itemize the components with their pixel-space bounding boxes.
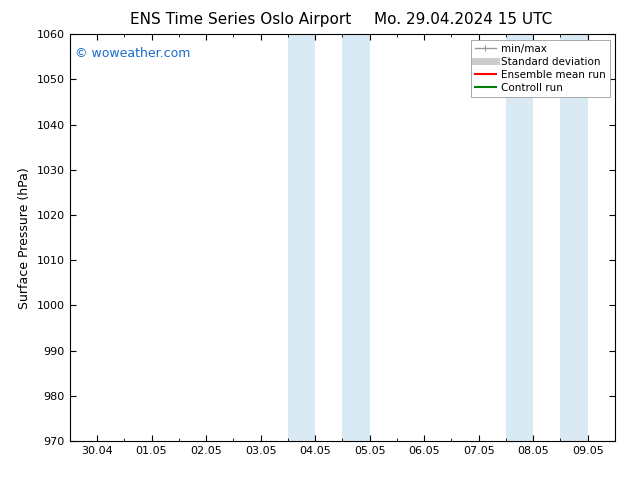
Bar bbox=[506, 34, 533, 441]
Bar bbox=[288, 34, 315, 441]
Y-axis label: Surface Pressure (hPa): Surface Pressure (hPa) bbox=[18, 167, 31, 309]
Text: Mo. 29.04.2024 15 UTC: Mo. 29.04.2024 15 UTC bbox=[373, 12, 552, 27]
Text: ENS Time Series Oslo Airport: ENS Time Series Oslo Airport bbox=[131, 12, 351, 27]
Legend: min/max, Standard deviation, Ensemble mean run, Controll run: min/max, Standard deviation, Ensemble me… bbox=[470, 40, 610, 97]
Text: © woweather.com: © woweather.com bbox=[75, 47, 191, 59]
Bar bbox=[560, 34, 588, 441]
Bar bbox=[342, 34, 370, 441]
